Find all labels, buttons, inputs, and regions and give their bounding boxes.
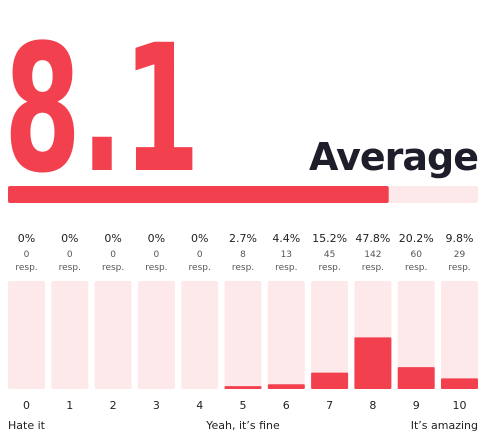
response-unit: resp. [405,263,427,273]
percent-label: 9.8% [446,232,474,245]
response-count: 0 [197,250,203,260]
response-count: 60 [410,250,422,260]
scale-label-low: Hate it [8,419,46,432]
x-tick-label: 2 [110,399,117,412]
response-unit: resp. [448,263,470,273]
response-unit: resp. [102,263,124,273]
x-tick-label: 3 [153,399,160,412]
progress-fill [8,186,389,203]
response-unit: resp. [59,263,81,273]
bar-track [181,281,219,389]
percent-label: 0% [148,232,165,245]
percent-label: 0% [61,232,78,245]
response-count: 8 [240,250,246,260]
bar-track [397,281,435,389]
x-tick-label: 4 [196,399,203,412]
response-count: 29 [454,250,466,260]
response-unit: resp. [15,263,37,273]
bar-track [137,281,175,389]
response-unit: resp. [275,263,297,273]
response-count: 0 [110,250,116,260]
percent-label: 47.8% [355,232,390,245]
bar-track [51,281,89,389]
bar-track [224,281,262,389]
percent-label: 0% [104,232,121,245]
percent-label: 0% [191,232,208,245]
bar-track [8,281,45,389]
x-tick-label: 10 [453,399,467,412]
bar [397,367,435,389]
percent-label: 15.2% [312,232,347,245]
average-score: 8.1 [4,7,200,212]
bar [311,372,349,389]
x-tick-label: 7 [326,399,333,412]
x-tick-label: 5 [240,399,247,412]
x-tick-label: 9 [413,399,420,412]
bar [441,378,478,389]
percent-label: 4.4% [272,232,300,245]
response-unit: resp. [318,263,340,273]
response-count: 0 [154,250,160,260]
bar [267,384,305,389]
response-count: 0 [24,250,30,260]
bar-track [267,281,305,389]
bar [224,386,262,389]
scale-label-mid: Yeah, it’s fine [205,419,280,432]
x-tick-label: 8 [369,399,376,412]
percent-label: 20.2% [399,232,434,245]
bar [354,337,392,389]
scale-label-high: It’s amazing [411,419,478,432]
bar-track [94,281,132,389]
x-tick-label: 1 [66,399,73,412]
response-unit: resp. [189,263,211,273]
percent-label: 2.7% [229,232,257,245]
percent-label: 0% [18,232,35,245]
bar-track [441,281,478,389]
response-unit: resp. [362,263,384,273]
bar-track [311,281,349,389]
response-count: 45 [324,250,335,260]
x-tick-label: 6 [283,399,290,412]
response-count: 0 [67,250,73,260]
x-tick-label: 0 [23,399,30,412]
response-count: 13 [281,250,292,260]
average-label: Average [309,135,478,179]
response-unit: resp. [145,263,167,273]
response-count: 142 [364,250,381,260]
response-unit: resp. [232,263,254,273]
